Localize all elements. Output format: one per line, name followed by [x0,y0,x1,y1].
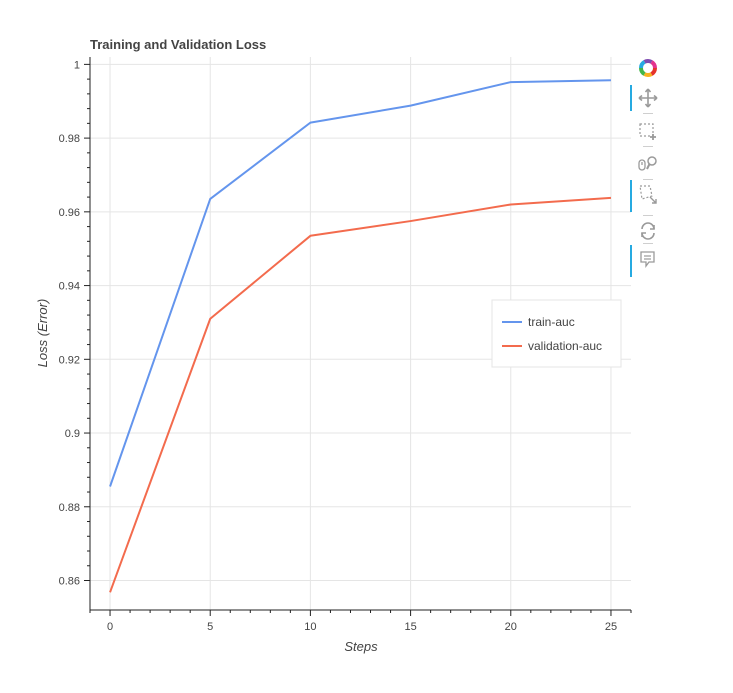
active-indicator [630,245,632,277]
x-tick-label: 0 [107,621,113,633]
reset-tool-button[interactable] [630,218,664,244]
box-zoom-tool-icon [639,123,656,140]
toolbar [630,55,664,285]
series-line-train-auc [109,79,611,487]
active-indicator [630,180,632,212]
wheel-zoom-tool-button[interactable] [630,151,664,177]
pan-tool-icon [638,88,658,108]
legend-box [491,299,622,368]
active-indicator [630,85,632,111]
x-tick-label: 10 [304,621,316,633]
pan-tool-button[interactable] [630,85,664,111]
toolbar-separator [643,215,653,216]
lasso-select-tool-icon [639,185,657,204]
y-tick-label: 0.88 [59,502,80,514]
toolbar-separator [643,243,653,244]
x-tick-label: 5 [207,621,213,633]
series-line-validation-auc [109,196,612,593]
hover-tool-icon [640,251,655,268]
bokeh-logo[interactable] [630,55,664,81]
bokeh-logo-icon [639,59,657,77]
reset-tool-icon [641,222,655,240]
y-tick-label: 0.98 [59,133,80,145]
toolbar-separator [643,179,653,180]
y-axis-label: Loss (Error) [35,299,50,368]
legend-label: validation-auc [528,339,602,353]
legend-label: train-auc [528,315,575,329]
x-tick-label: 15 [404,621,416,633]
axes: 0 5 10 15 20 25 0.86 0.88 0.9 0.92 0.94 0.96 0.98 1 [59,57,632,633]
x-tick-label: 20 [505,621,517,633]
series-lines [109,79,612,593]
hover-tool-button[interactable] [630,245,664,277]
y-tick-label: 0.96 [59,207,80,219]
y-tick-label: 0.92 [59,354,80,366]
toolbar-separator [643,146,653,147]
lasso-select-tool-button[interactable] [630,180,664,212]
y-tick-label: 0.86 [59,576,80,588]
toolbar-separator [643,113,653,114]
chart-title: Training and Validation Loss [90,37,266,52]
y-tick-label: 0.94 [59,281,80,293]
y-tick-label: 0.9 [65,428,80,440]
box-zoom-tool-button[interactable] [630,118,664,144]
wheel-zoom-tool-icon [638,156,657,171]
y-tick-label: 1 [74,59,80,71]
legend: train-auc validation-auc [491,299,622,368]
x-tick-label: 25 [605,621,617,633]
x-axis-label: Steps [344,639,378,654]
